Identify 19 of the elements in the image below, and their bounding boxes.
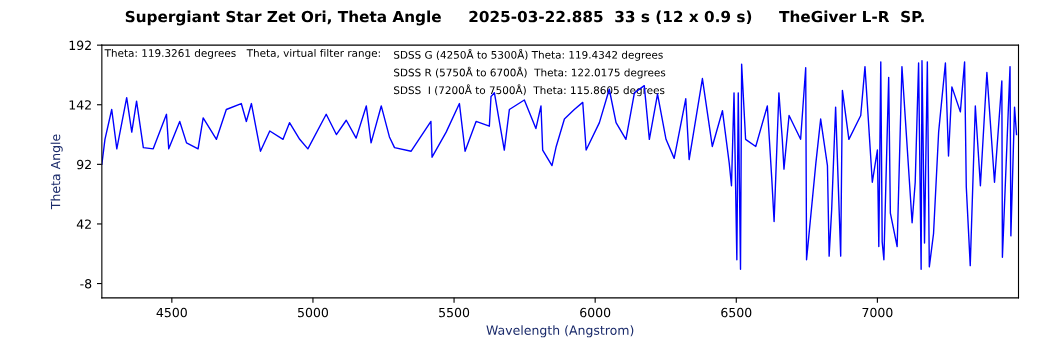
line-series [101,59,1018,270]
y-tick-label: 42 [76,219,91,229]
x-tick-label: 7000 [862,307,893,318]
x-tick-label: 4500 [156,307,187,318]
x-tick-label: 6500 [721,307,752,318]
chart-title: Supergiant Star Zet Ori, Theta Angle 2025-03-22.885 33 s (12 x 0.9 s) TheGiver L-R SP. [125,10,924,26]
y-tick-label: 192 [69,40,91,51]
x-tick-label: 6000 [580,307,611,318]
y-tick-label: 92 [77,159,91,170]
annotation: Theta: 119.3261 degrees [104,48,236,60]
y-tick-label: 142 [69,100,91,110]
y-tick-label: -8 [80,279,92,289]
x-axis-title: Wavelength (Angstrom) [486,325,634,338]
annotation: Theta, virtual filter range: [246,48,380,60]
x-tick-label: 5500 [439,307,470,318]
annotation: SDSS R (5750Å to 6700Å) Theta: 122.0175 degrees [394,66,666,79]
y-axis-title: Theta Angle [50,134,63,210]
annotation: SDSS G (4250Å to 5300Å) Theta: 119.4342 degrees [394,48,663,61]
x-tick-label: 5000 [298,307,329,318]
